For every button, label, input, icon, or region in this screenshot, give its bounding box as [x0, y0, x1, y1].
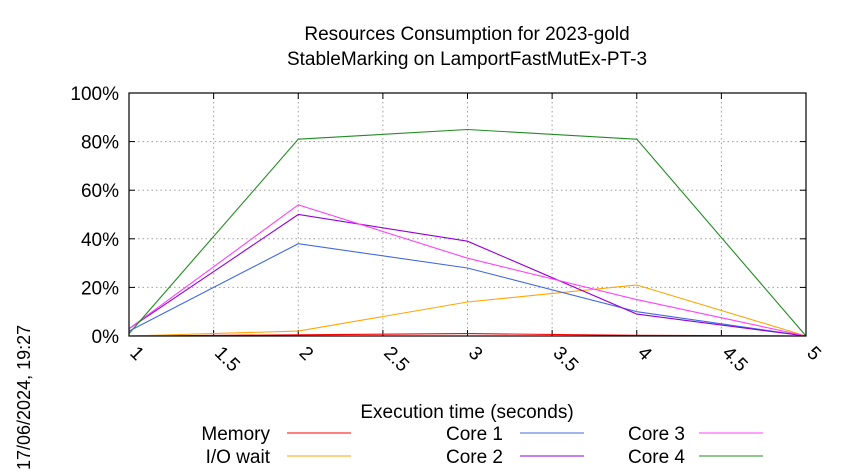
series-line-i-o-wait: [128, 284, 807, 337]
x-tick-label: 4: [633, 343, 656, 366]
legend-label-memory: Memory: [201, 424, 270, 445]
series-line-core-1: [128, 243, 807, 337]
series-line-core-3: [128, 204, 807, 337]
timestamp: 17/06/2024, 19:27: [14, 325, 34, 470]
y-tick-label: 60%: [81, 181, 119, 202]
y-axis: 0% 20% 40% 60% 80% 100%: [70, 84, 806, 348]
series-lines: [128, 128, 807, 337]
legend-label-core-2: Core 2: [446, 447, 503, 468]
x-tick-label: 4.5: [718, 343, 752, 377]
chart-title: Resources Consumption for 2023-gold: [304, 24, 629, 45]
x-tick-label: 2.5: [379, 343, 413, 377]
legend-label-core-1: Core 1: [446, 424, 503, 445]
y-tick-label: 80%: [81, 133, 119, 154]
series-line-core-4: [128, 128, 807, 337]
legend-label-i-o-wait: I/O wait: [206, 447, 271, 468]
grid: [129, 93, 806, 336]
x-tick-label: 1: [125, 343, 147, 365]
series-line-core-2: [128, 213, 807, 337]
x-tick-label: 5: [802, 343, 824, 365]
chart-subtitle: StableMarking on LamportFastMutEx-PT-3: [287, 49, 647, 70]
x-tick-label: 1.5: [210, 343, 244, 377]
x-axis-label: Execution time (seconds): [360, 402, 573, 423]
x-tick-label: 3: [464, 343, 486, 365]
y-tick-label: 20%: [81, 278, 119, 299]
y-tick-label: 40%: [81, 230, 119, 251]
legend-label-core-3: Core 3: [628, 424, 685, 445]
y-tick-label: 100%: [70, 84, 119, 105]
plot-frame: [128, 92, 807, 337]
x-tick-label: 3.5: [549, 343, 583, 377]
x-tick-label: 2: [295, 343, 317, 365]
legend-label-core-4: Core 4: [628, 447, 685, 468]
y-tick-label: 0%: [92, 327, 120, 348]
